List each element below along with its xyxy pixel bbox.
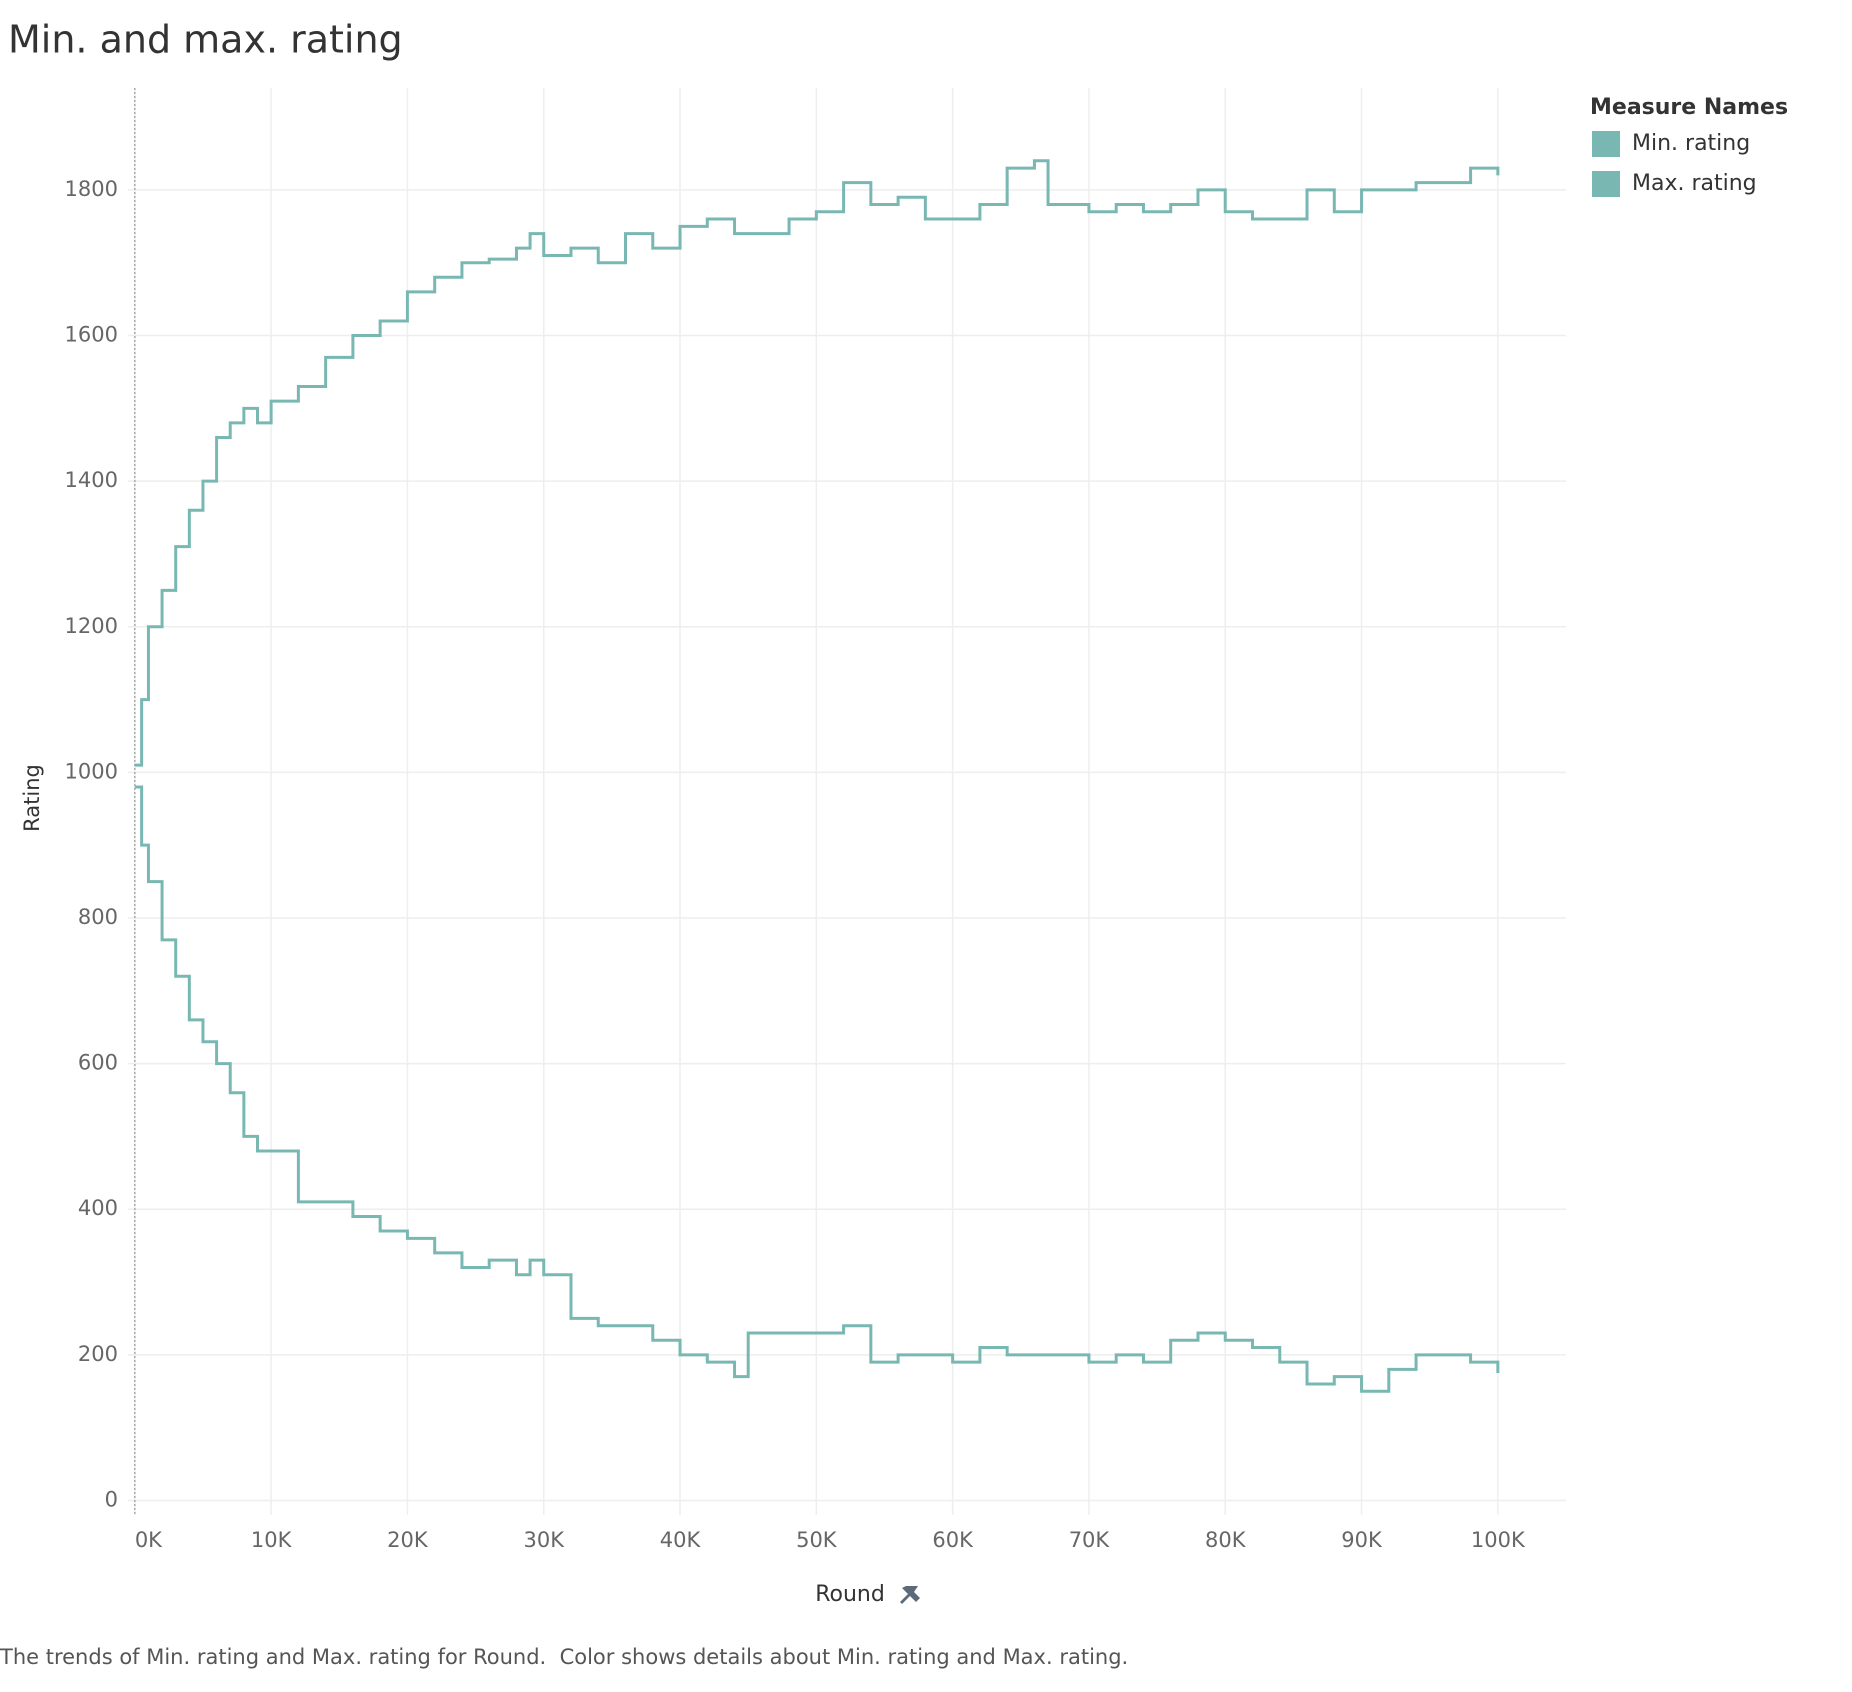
x-tick-label: 30K <box>523 1528 565 1552</box>
y-tick-label: 600 <box>78 1051 118 1075</box>
chart-title: Min. and max. rating <box>8 18 403 62</box>
legend-label: Max. rating <box>1632 171 1757 196</box>
series-line <box>134 785 1500 1393</box>
y-tick-label: 0 <box>105 1487 118 1511</box>
y-axis-title: Rating <box>20 764 44 832</box>
y-tick-label: 800 <box>78 905 118 929</box>
legend-title: Measure Names <box>1590 95 1788 120</box>
x-tick-label: 90K <box>1341 1528 1383 1552</box>
x-tick-label: 100K <box>1471 1528 1526 1552</box>
legend-swatch <box>1592 131 1620 157</box>
legend-swatch <box>1592 171 1620 197</box>
y-tick-label: 1600 <box>65 323 118 347</box>
caption: The trends of Min. rating and Max. ratin… <box>0 1645 1128 1669</box>
x-tick-label: 20K <box>387 1528 429 1552</box>
x-tick-label: 50K <box>796 1528 838 1552</box>
y-tick-label: 1200 <box>65 614 118 638</box>
y-tick-label: 1400 <box>65 468 118 492</box>
x-tick-label: 10K <box>251 1528 293 1552</box>
x-tick-label: 40K <box>660 1528 702 1552</box>
y-tick-label: 200 <box>78 1342 118 1366</box>
x-tick-label: 0K <box>135 1528 163 1552</box>
x-tick-label: 70K <box>1069 1528 1111 1552</box>
pin-icon[interactable] <box>900 1586 920 1604</box>
y-tick-label: 1000 <box>65 759 118 783</box>
x-axis-title: Round <box>815 1582 885 1607</box>
y-tick-label: 400 <box>78 1196 118 1220</box>
x-tick-label: 80K <box>1205 1528 1247 1552</box>
legend-label: Min. rating <box>1632 131 1750 156</box>
y-tick-label: 1800 <box>65 177 118 201</box>
x-tick-label: 60K <box>932 1528 974 1552</box>
series-line <box>134 159 1500 767</box>
